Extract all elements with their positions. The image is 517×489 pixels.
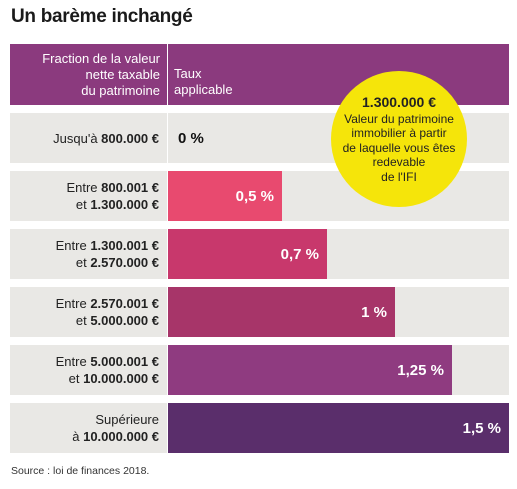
- row-separator: [167, 171, 168, 221]
- bar: [168, 171, 282, 221]
- bar-value-label: 0,7 %: [280, 245, 319, 263]
- header-separator: [167, 44, 168, 105]
- row-label-bound: 800.000 €: [101, 130, 159, 146]
- row-label-bound: 10.000.000 €: [83, 429, 159, 444]
- row-label-prefix: à: [72, 429, 84, 444]
- row-label-bound: 10.000.000 €: [83, 371, 159, 386]
- row-label-prefix: et: [75, 197, 91, 212]
- row-label-line: et 10.000.000 €: [56, 370, 159, 387]
- row-label-bound: 2.570.000 €: [90, 255, 159, 270]
- row-separator: [167, 403, 168, 453]
- callout-line: redevable: [372, 155, 426, 170]
- callout-line: de l'IFI: [381, 169, 417, 184]
- row-label-text: Supérieure à 10.000.000 €: [72, 411, 159, 445]
- row-label-prefix: Entre: [55, 354, 91, 369]
- row-separator: [167, 345, 168, 395]
- row-label: Entre 1.300.001 € et 2.570.000 €: [10, 229, 159, 279]
- row-label-text: Entre 5.000.001 € et 10.000.000 €: [56, 353, 159, 387]
- row-label-line: Entre 2.570.001 €: [56, 295, 159, 312]
- row-label-line: Entre 800.001 €: [66, 179, 159, 196]
- row-label-bound: 800.001 €: [101, 180, 159, 195]
- row-separator: [167, 287, 168, 337]
- row-label-bound: 1.300.000 €: [90, 197, 159, 212]
- row-label: Supérieure à 10.000.000 €: [10, 403, 159, 453]
- row-label-line: à 10.000.000 €: [72, 428, 159, 445]
- bar-value-label: 1 %: [361, 303, 387, 321]
- bar: [168, 403, 509, 453]
- row-label: Entre 5.000.001 € et 10.000.000 €: [10, 345, 159, 395]
- row-label-prefix: Entre: [66, 180, 102, 195]
- bar-value-label: 0,5 %: [235, 187, 274, 205]
- header-rate-line: applicable: [174, 82, 233, 97]
- bar-value-label: 0 %: [178, 129, 204, 147]
- row-label-line: et 2.570.000 €: [56, 254, 159, 271]
- row-label-line: Jusqu'à 800.000 €: [53, 130, 159, 147]
- row-label-line: et 1.300.000 €: [66, 196, 159, 213]
- row-label-text: Jusqu'à 800.000 €: [53, 130, 159, 147]
- row-separator: [167, 229, 168, 279]
- header-fraction-line: nette taxable: [85, 66, 160, 82]
- row-label-prefix: Supérieure: [95, 412, 159, 427]
- row-label-bound: 5.000.000 €: [90, 313, 159, 328]
- row-label: Jusqu'à 800.000 €: [10, 113, 159, 163]
- callout-amount: 1.300.000 €: [362, 93, 436, 110]
- row-label-bound: 2.570.001 €: [90, 296, 159, 311]
- row-separator: [167, 113, 168, 163]
- bar-value-label: 1,25 %: [397, 361, 444, 379]
- row-label-bound: 5.000.001 €: [90, 354, 159, 369]
- header-fraction-line: du patrimoine: [81, 82, 160, 98]
- row-label: Entre 2.570.001 € et 5.000.000 €: [10, 287, 159, 337]
- row-label-bound: 1.300.001 €: [90, 238, 159, 253]
- row-label-line: Entre 1.300.001 €: [56, 237, 159, 254]
- row-label-prefix: et: [75, 255, 91, 270]
- row-label-prefix: et: [75, 313, 91, 328]
- header-rate-line: Taux: [174, 66, 202, 81]
- header-rate-label: Taux applicable: [174, 66, 254, 98]
- row-label-text: Entre 800.001 € et 1.300.000 €: [66, 179, 159, 213]
- row-label-text: Entre 1.300.001 € et 2.570.000 €: [56, 237, 159, 271]
- row-label-line: et 5.000.000 €: [56, 312, 159, 329]
- row-label-prefix: Jusqu'à: [53, 130, 102, 146]
- row-label-line: Supérieure: [72, 411, 159, 428]
- bar: [168, 229, 327, 279]
- callout-line: Valeur du patrimoine: [344, 111, 454, 126]
- bar: [168, 345, 452, 395]
- callout-text: Valeur du patrimoine immobilier à partir…: [340, 112, 458, 185]
- row-label-prefix: et: [68, 371, 84, 386]
- row-label: Entre 800.001 € et 1.300.000 €: [10, 171, 159, 221]
- row-label-prefix: Entre: [55, 296, 91, 311]
- header-fraction-line: Fraction de la valeur: [42, 50, 160, 66]
- callout-line: immobilier à partir: [351, 126, 447, 141]
- bar-value-label: 1,5 %: [462, 419, 501, 437]
- source-note: Source : loi de finances 2018.: [11, 465, 150, 477]
- row-label-text: Entre 2.570.001 € et 5.000.000 €: [56, 295, 159, 329]
- chart-title: Un barème inchangé: [11, 6, 193, 27]
- callout-circle: 1.300.000 € Valeur du patrimoine immobil…: [331, 71, 467, 207]
- callout-line: de laquelle vous êtes: [342, 140, 456, 155]
- header-fraction-label: Fraction de la valeur nette taxable du p…: [10, 44, 166, 105]
- row-label-line: Entre 5.000.001 €: [56, 353, 159, 370]
- bar: [168, 287, 395, 337]
- row-label-prefix: Entre: [55, 238, 91, 253]
